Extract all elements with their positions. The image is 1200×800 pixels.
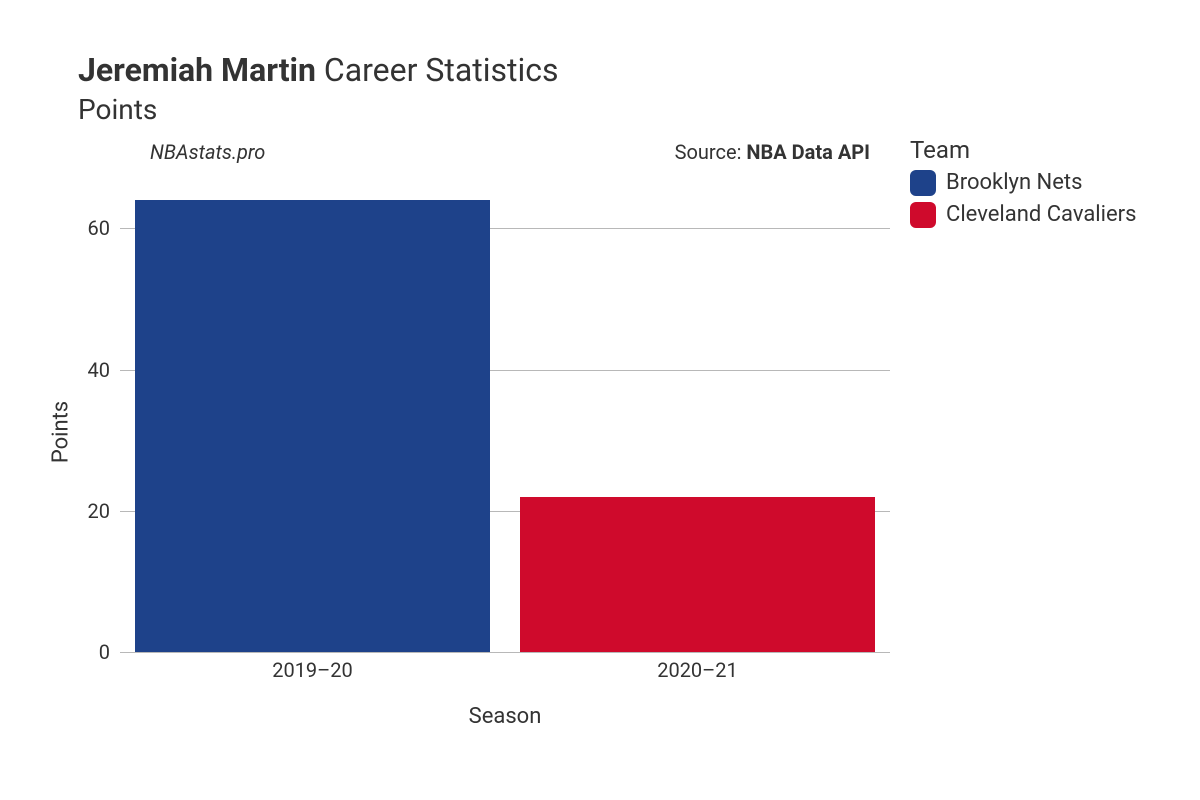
legend: Team Brooklyn Nets Cleveland Cavaliers bbox=[910, 136, 1136, 234]
chart-title-player-name: Jeremiah Martin bbox=[78, 51, 316, 89]
legend-swatch bbox=[910, 202, 936, 228]
legend-swatch bbox=[910, 170, 936, 196]
attribution-source: Source: NBA Data API bbox=[675, 140, 870, 164]
plot-area bbox=[120, 172, 890, 652]
axes-row: Points 0204060 bbox=[40, 172, 890, 652]
attribution-source-label: Source: bbox=[675, 140, 747, 164]
chart-container: Jeremiah Martin Career Statistics Points… bbox=[0, 0, 1200, 800]
y-tick-label: 40 bbox=[88, 358, 110, 382]
legend-label: Brooklyn Nets bbox=[946, 170, 1082, 195]
attribution-site: NBAstats.pro bbox=[150, 140, 265, 164]
bar bbox=[520, 497, 874, 652]
chart-subtitle: Points bbox=[78, 92, 1160, 128]
legend-title: Team bbox=[910, 136, 1136, 164]
legend-label: Cleveland Cavaliers bbox=[946, 202, 1136, 227]
plot-left: NBAstats.pro Source: NBA Data API Points… bbox=[40, 136, 890, 729]
x-axis-label: Season bbox=[120, 704, 890, 729]
y-tick-label: 60 bbox=[88, 216, 110, 240]
legend-item: Cleveland Cavaliers bbox=[910, 202, 1136, 228]
y-tick-label: 20 bbox=[88, 499, 110, 523]
y-axis-ticks: 0204060 bbox=[40, 172, 120, 652]
chart-title-block: Jeremiah Martin Career Statistics Points bbox=[78, 50, 1160, 128]
plot-wrap: NBAstats.pro Source: NBA Data API Points… bbox=[40, 136, 1160, 729]
legend-items: Brooklyn Nets Cleveland Cavaliers bbox=[910, 170, 1136, 228]
attribution-source-value: NBA Data API bbox=[746, 140, 870, 164]
x-tick-label: 2019–20 bbox=[272, 658, 353, 682]
chart-title-suffix: Career Statistics bbox=[316, 51, 559, 89]
chart-title-line1: Jeremiah Martin Career Statistics bbox=[78, 50, 1160, 92]
bar bbox=[135, 200, 489, 652]
legend-item: Brooklyn Nets bbox=[910, 170, 1136, 196]
x-axis-ticks: 2019–20 2020–21 bbox=[120, 652, 890, 688]
x-tick-label: 2020–21 bbox=[657, 658, 738, 682]
y-tick-label: 0 bbox=[99, 640, 110, 664]
attribution-row: NBAstats.pro Source: NBA Data API bbox=[120, 136, 890, 172]
